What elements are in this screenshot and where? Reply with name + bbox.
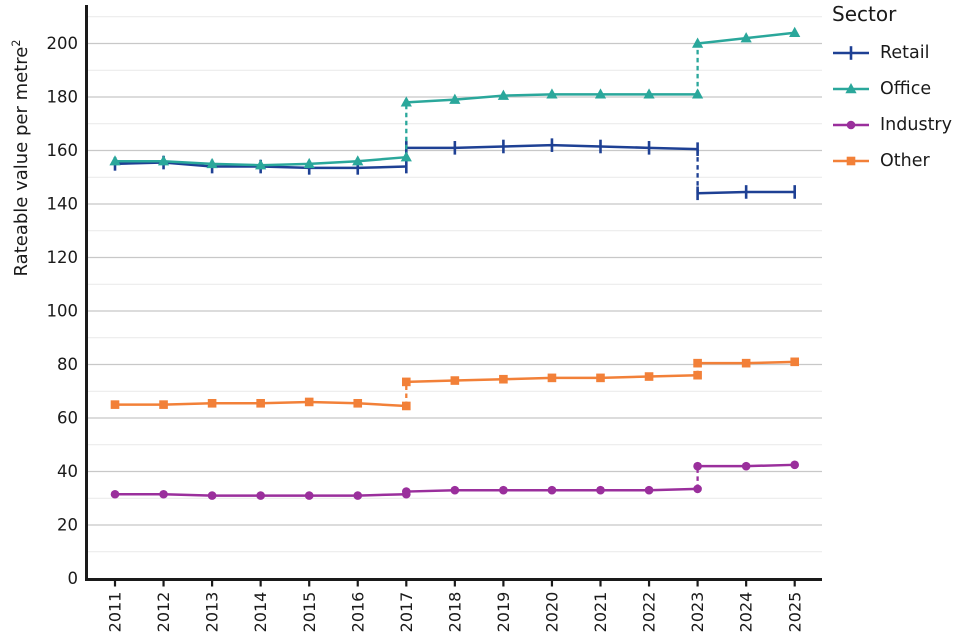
svg-text:2017: 2017 xyxy=(397,592,416,633)
legend-items: Retail Office Industry Other xyxy=(830,42,960,172)
legend-label: Other xyxy=(880,151,930,171)
legend-item-other: Other xyxy=(830,150,960,172)
series-industry xyxy=(110,460,799,500)
y-axis-labels: 0 20 40 60 80 100 120 140 160 180 200 xyxy=(47,34,79,588)
legend-title: Sector xyxy=(832,2,897,26)
svg-text:0: 0 xyxy=(68,569,79,588)
legend-label: Industry xyxy=(880,115,952,135)
legend-item-office: Office xyxy=(830,78,960,100)
svg-text:2024: 2024 xyxy=(737,592,756,633)
svg-text:2012: 2012 xyxy=(154,592,173,633)
svg-text:160: 160 xyxy=(47,141,79,160)
svg-text:180: 180 xyxy=(47,88,79,107)
legend-label: Retail xyxy=(880,43,930,63)
svg-text:2022: 2022 xyxy=(640,592,659,633)
series-office xyxy=(109,26,801,170)
svg-text:2021: 2021 xyxy=(591,592,610,633)
series-other xyxy=(110,357,799,411)
svg-text:60: 60 xyxy=(57,409,78,428)
legend-item-retail: Retail xyxy=(830,42,960,64)
svg-text:100: 100 xyxy=(47,302,79,321)
svg-text:2023: 2023 xyxy=(688,592,707,633)
svg-text:2020: 2020 xyxy=(543,592,562,633)
svg-text:40: 40 xyxy=(57,462,78,481)
other-legend-marker-icon xyxy=(833,156,869,166)
svg-text:140: 140 xyxy=(47,195,79,214)
svg-text:2016: 2016 xyxy=(348,592,367,633)
office-legend-marker-icon xyxy=(833,83,869,94)
series-retail xyxy=(113,138,797,201)
svg-text:80: 80 xyxy=(57,355,78,374)
svg-text:20: 20 xyxy=(57,516,78,535)
svg-text:2014: 2014 xyxy=(251,592,270,633)
svg-text:2015: 2015 xyxy=(300,592,319,633)
svg-text:2019: 2019 xyxy=(494,592,513,633)
svg-text:2018: 2018 xyxy=(445,592,464,633)
svg-text:120: 120 xyxy=(47,248,79,267)
industry-legend-marker-icon xyxy=(833,120,869,130)
x-axis-labels: 2011 2012 2013 2014 2015 2016 2017 2018 2019 2020… xyxy=(106,581,804,633)
svg-text:2013: 2013 xyxy=(203,592,222,633)
svg-text:2011: 2011 xyxy=(106,592,125,633)
svg-text:200: 200 xyxy=(47,34,79,53)
legend-label: Office xyxy=(880,79,932,99)
retail-legend-marker-icon xyxy=(833,46,869,60)
legend-item-industry: Industry xyxy=(830,114,960,136)
legend: Sector Retail Office Industry Other xyxy=(830,0,960,186)
axes xyxy=(85,5,822,581)
svg-text:2025: 2025 xyxy=(785,592,804,633)
